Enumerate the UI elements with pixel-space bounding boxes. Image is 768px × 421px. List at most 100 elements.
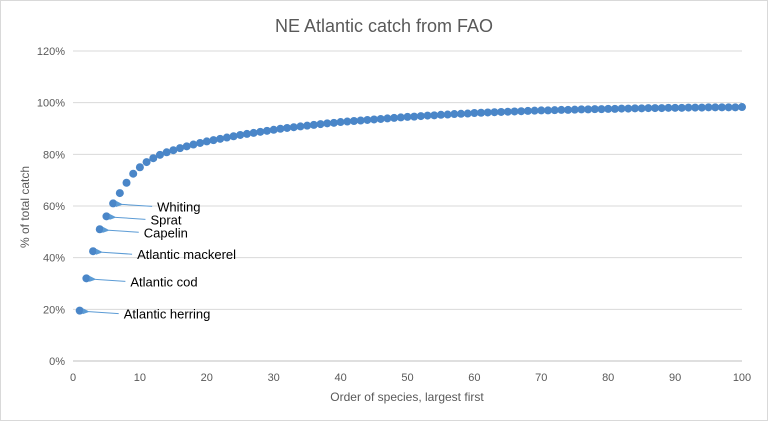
- x-tick-label: 60: [468, 372, 480, 384]
- data-point: [677, 103, 686, 112]
- data-point: [717, 103, 726, 112]
- data-point: [155, 150, 164, 159]
- data-point: [664, 103, 673, 112]
- data-point: [376, 114, 385, 123]
- y-tick-label: 40%: [43, 253, 65, 265]
- x-tick-labels: 0 10 20 30 40 50 60 70 80 90 100: [70, 372, 751, 384]
- annotation-label: Atlantic cod: [130, 274, 197, 289]
- x-axis-title: Order of species, largest first: [330, 390, 484, 404]
- annotation-label: Atlantic herring: [124, 307, 211, 322]
- data-point: [256, 127, 265, 136]
- data-point: [584, 105, 593, 114]
- data-point: [249, 128, 258, 137]
- data-point: [704, 103, 713, 112]
- data-point: [390, 113, 399, 122]
- data-point: [149, 154, 158, 163]
- data-point: [343, 117, 352, 126]
- data-point: [269, 125, 278, 134]
- data-point: [630, 104, 639, 113]
- data-point: [610, 104, 619, 113]
- y-tick-label: 20%: [43, 304, 65, 316]
- x-tick-label: 20: [201, 372, 213, 384]
- annotation-arrow: [89, 275, 126, 282]
- data-point: [82, 274, 91, 283]
- data-point: [222, 133, 231, 142]
- x-tick-label: 50: [401, 372, 413, 384]
- data-point: [530, 106, 539, 115]
- data-point: [510, 107, 519, 116]
- data-point: [162, 148, 171, 157]
- x-tick-label: 40: [334, 372, 346, 384]
- data-point: [497, 107, 506, 116]
- data-point: [276, 124, 285, 133]
- annotation-arrow: [115, 201, 153, 208]
- annotations: Atlantic herring Atlantic cod Atlantic mac…: [82, 199, 236, 322]
- data-point: [383, 114, 392, 123]
- data-point: [443, 110, 452, 119]
- x-tick-label: 10: [134, 372, 146, 384]
- x-tick-label: 90: [669, 372, 681, 384]
- data-point: [543, 106, 552, 115]
- data-point: [651, 104, 660, 113]
- data-point: [550, 106, 559, 115]
- data-point: [115, 189, 124, 198]
- data-point: [102, 212, 111, 221]
- data-point: [617, 104, 626, 113]
- data-points: [75, 103, 746, 315]
- data-point: [122, 178, 131, 187]
- data-point: [470, 109, 479, 117]
- data-point: [477, 108, 486, 117]
- data-point: [196, 138, 205, 147]
- data-point: [109, 199, 118, 208]
- x-tick-label: 0: [70, 372, 76, 384]
- data-point: [283, 123, 292, 132]
- annotation-arrow: [109, 213, 146, 220]
- data-point: [303, 121, 312, 130]
- data-point: [329, 118, 338, 127]
- data-point: [463, 109, 472, 118]
- data-point: [450, 110, 459, 119]
- annotation-label: Sprat: [150, 212, 181, 227]
- data-point: [436, 110, 445, 119]
- data-point: [416, 112, 425, 121]
- data-point: [671, 103, 680, 112]
- data-point: [209, 136, 218, 145]
- annotation-arrow: [102, 226, 139, 233]
- data-point: [731, 103, 740, 112]
- annotation-arrow: [82, 308, 119, 315]
- data-point: [135, 163, 144, 172]
- annotation-arrow: [95, 248, 133, 255]
- annotation-label: Capelin: [144, 225, 188, 240]
- data-point: [323, 119, 332, 128]
- data-point: [523, 106, 532, 115]
- data-point: [202, 137, 211, 146]
- y-tick-label: 60%: [43, 201, 65, 213]
- data-point: [216, 134, 225, 143]
- chart-title: NE Atlantic catch from FAO: [275, 16, 493, 36]
- data-point: [604, 104, 613, 113]
- y-tick-label: 100%: [37, 98, 65, 110]
- y-axis-title: % of total catch: [18, 166, 32, 248]
- data-point: [296, 122, 305, 131]
- data-point: [503, 107, 512, 116]
- data-point: [309, 120, 318, 129]
- data-point: [724, 103, 733, 112]
- data-point: [95, 225, 104, 234]
- data-point: [176, 144, 185, 153]
- data-point: [657, 104, 666, 113]
- annotation-label: Atlantic mackerel: [137, 247, 236, 262]
- data-point: [396, 113, 405, 122]
- data-point: [370, 115, 379, 124]
- data-point: [363, 115, 372, 124]
- data-point: [570, 105, 579, 114]
- data-point: [75, 306, 84, 315]
- data-point: [349, 117, 358, 126]
- data-point: [597, 105, 606, 114]
- data-point: [483, 108, 492, 117]
- data-point: [624, 104, 633, 113]
- data-point: [564, 105, 573, 114]
- data-point: [490, 108, 499, 117]
- data-point: [142, 158, 151, 167]
